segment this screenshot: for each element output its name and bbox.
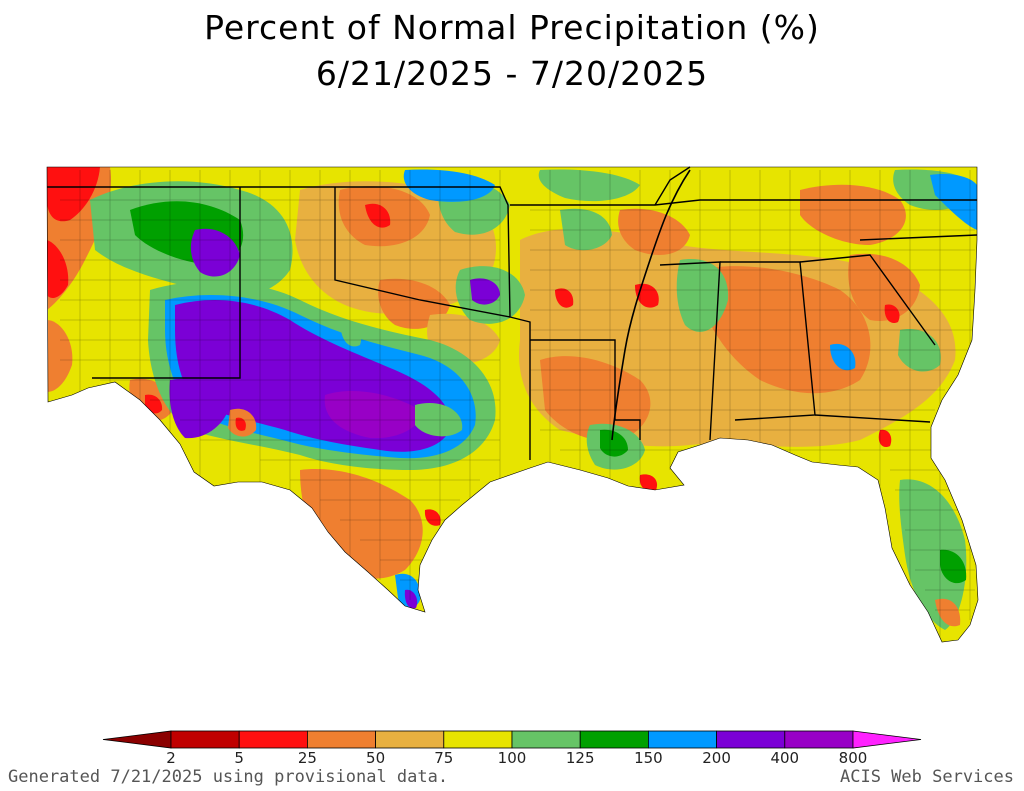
carolina-orange-zone: [848, 253, 920, 321]
legend-tick-label: 100: [498, 749, 527, 767]
precipitation-map: [46, 166, 979, 643]
florida-green: [899, 479, 967, 630]
legend-swatch: [102, 730, 172, 749]
kentucky-orange-zone: [618, 208, 690, 255]
legend-tick-label: 75: [434, 749, 453, 767]
legend-tick-label: 5: [234, 749, 244, 767]
legend-tick-label: 50: [366, 749, 385, 767]
legend-swatch: [716, 730, 786, 749]
deep-south-texas-purple: [404, 589, 418, 609]
tennessee-green: [676, 259, 729, 332]
georgia-red-spot: [878, 429, 892, 448]
gulf-red-spot: [639, 474, 658, 492]
kansas-blue-zone: [403, 169, 495, 202]
legend-swatch: [443, 730, 513, 749]
arizona-red-zone: [47, 167, 100, 222]
legend-swatch: [238, 730, 308, 749]
virginia-blue: [930, 174, 977, 230]
generated-note: Generated 7/21/2025 using provisional da…: [8, 767, 449, 787]
north-texas-green-spot: [340, 319, 362, 347]
legend-tick-label: 25: [298, 749, 317, 767]
south-carolina-red-spot: [884, 304, 900, 324]
legend-tick-label: 125: [566, 749, 595, 767]
new-mexico-purple-spot: [190, 228, 240, 277]
legend-swatch: [375, 730, 445, 749]
big-bend-red: [145, 394, 163, 414]
southern-arizona-orange: [47, 320, 73, 392]
georgia-blue-spot: [830, 343, 856, 371]
legend-tick-label: 400: [770, 749, 799, 767]
map-title: Percent of Normal Precipitation (%): [204, 8, 820, 47]
delta-darkgreen: [600, 429, 628, 457]
hill-country-deep-purple: [324, 390, 421, 439]
northern-green-band: [538, 169, 640, 202]
legend-swatch: [784, 730, 854, 749]
legend-tick-label: 800: [839, 749, 868, 767]
legend-tick-label: 200: [702, 749, 731, 767]
legend-bar: 2 5 25 50 75 100 125 150 200 400 800: [102, 730, 922, 767]
west-texas-purple: [169, 378, 230, 439]
legend-swatch: [648, 730, 718, 749]
legend-swatch: [579, 730, 649, 749]
missouri-green: [560, 208, 612, 251]
legend-swatch: [170, 730, 240, 749]
alabama-georgia-orange-zone: [700, 266, 871, 394]
oklahoma-purple-spot: [470, 278, 500, 305]
source-credit: ACIS Web Services: [840, 767, 1014, 787]
legend-swatch: [306, 730, 376, 749]
arizona-red-spot: [47, 240, 69, 298]
mississippi-river: [611, 169, 691, 441]
legend-swatch: [852, 730, 922, 749]
texas-red-spot: [235, 417, 246, 431]
legend-tick-label: 150: [634, 749, 663, 767]
louisiana-red-spot: [555, 288, 574, 308]
south-florida-orange: [935, 598, 961, 627]
county-lines: [60, 170, 975, 640]
central-texas-green-hole: [415, 402, 463, 437]
date-range: 6/21/2025 - 7/20/2025: [315, 54, 709, 93]
state-boundaries: [47, 166, 978, 460]
florida-darkgreen: [940, 549, 967, 584]
carolina-green: [898, 329, 941, 372]
kansas-red-spot: [365, 203, 391, 228]
legend-tick-label: 2: [166, 749, 176, 767]
coastal-texas-red-spot: [424, 509, 441, 526]
legend-swatch: [511, 730, 581, 749]
